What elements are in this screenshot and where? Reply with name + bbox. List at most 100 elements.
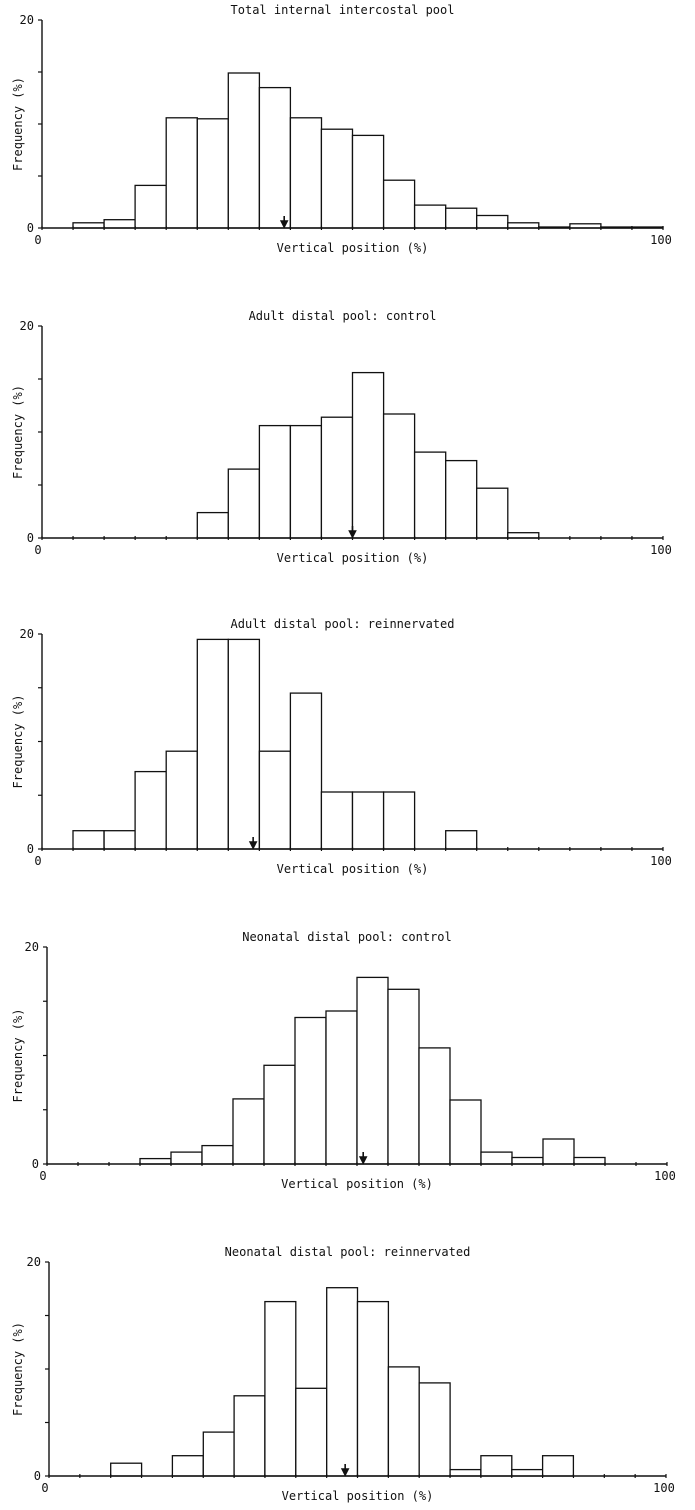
histogram-bar bbox=[387, 1366, 420, 1477]
histogram-bar bbox=[110, 1462, 143, 1477]
histogram-bar bbox=[507, 532, 540, 539]
histogram-bar bbox=[264, 1300, 297, 1477]
histogram-panel-4: 20 00 100 Neonatal distal pool: control Vert… bbox=[11, 930, 676, 1191]
histogram-bar bbox=[326, 1287, 359, 1477]
histogram-panel-5: 20 00 100 Neonatal distal pool: reinnervate… bbox=[11, 1245, 675, 1503]
histogram-bar bbox=[325, 1010, 358, 1165]
histogram-bar bbox=[449, 1468, 482, 1477]
histogram-bar bbox=[351, 791, 385, 850]
histogram-panel-2: 20 00 100 Adult distal pool: control Vertica… bbox=[11, 309, 672, 565]
chart-title: Neonatal distal pool: control bbox=[242, 930, 452, 944]
x-axis-label: Vertical position (%) bbox=[277, 241, 429, 255]
chart-title: Adult distal pool: control bbox=[249, 309, 437, 323]
histogram-bar bbox=[170, 1151, 203, 1165]
histogram-bar bbox=[382, 179, 416, 229]
x-tick-label-max: 100 bbox=[653, 1481, 675, 1495]
histogram-bar bbox=[232, 1098, 265, 1165]
histogram-bar bbox=[196, 511, 229, 539]
histogram-bar bbox=[511, 1156, 544, 1165]
y-tick-label-min: 0 bbox=[34, 1469, 41, 1483]
mean-arrow-icon bbox=[248, 837, 258, 850]
histogram-bar bbox=[196, 118, 229, 229]
chart-title: Neonatal distal pool: reinnervated bbox=[225, 1245, 471, 1259]
histogram-bar bbox=[445, 830, 478, 850]
histogram-bar bbox=[258, 750, 292, 850]
histogram-bar bbox=[351, 134, 385, 229]
histogram-bar bbox=[573, 1156, 606, 1165]
mean-arrow-icon bbox=[358, 1152, 368, 1165]
histogram-bar bbox=[387, 988, 420, 1165]
histogram-panel-1: 20 00 100 Total internal intercostal pool Ve… bbox=[11, 3, 672, 255]
y-axis-label: Frequency (%) bbox=[11, 385, 25, 479]
y-tick-label-min: 0 bbox=[27, 221, 34, 235]
histogram-bar bbox=[480, 1151, 513, 1165]
histogram-bar bbox=[476, 487, 509, 539]
histogram-bar bbox=[320, 416, 354, 539]
histogram-bar bbox=[258, 424, 292, 539]
histogram-bar bbox=[511, 1468, 544, 1477]
y-tick-label-max: 20 bbox=[20, 627, 34, 641]
histogram-bar bbox=[413, 451, 447, 539]
x-tick-label-min: 0 bbox=[34, 543, 41, 557]
x-tick-label-min: 0 bbox=[34, 233, 41, 247]
histogram-bar bbox=[289, 692, 323, 850]
histogram-bar bbox=[418, 1382, 451, 1477]
y-tick-label-min: 0 bbox=[32, 1157, 39, 1171]
histogram-bar bbox=[294, 1016, 327, 1165]
x-tick-label-max: 100 bbox=[650, 854, 672, 868]
histogram-bar bbox=[202, 1431, 235, 1477]
y-tick-label-min: 0 bbox=[27, 842, 34, 856]
x-axis-label: Vertical position (%) bbox=[281, 1177, 433, 1191]
y-tick-label-max: 20 bbox=[20, 319, 34, 333]
histogram-bar bbox=[480, 1455, 513, 1477]
y-tick-label-max: 20 bbox=[25, 940, 39, 954]
x-tick-label-max: 100 bbox=[654, 1169, 676, 1183]
mean-arrow-icon bbox=[348, 526, 357, 539]
histogram-bar bbox=[72, 830, 105, 850]
y-axis-label: Frequency (%) bbox=[11, 1322, 25, 1416]
x-axis-label: Vertical position (%) bbox=[277, 862, 429, 876]
histogram-bar bbox=[320, 128, 354, 229]
x-tick-label-max: 100 bbox=[650, 543, 672, 557]
histogram-bar bbox=[196, 638, 229, 850]
histogram-panel-3: 20 00 100 Adult distal pool: reinnervated Ve… bbox=[11, 617, 672, 876]
histogram-bar bbox=[171, 1455, 204, 1477]
histogram-bar bbox=[382, 791, 416, 850]
histogram-bar bbox=[227, 468, 261, 539]
histogram-bar bbox=[356, 976, 389, 1165]
histogram-bar bbox=[139, 1157, 172, 1165]
x-axis-label: Vertical position (%) bbox=[282, 1489, 434, 1503]
histogram-bar bbox=[134, 184, 167, 229]
x-tick-label-min: 0 bbox=[34, 854, 41, 868]
histogram-bar bbox=[356, 1300, 390, 1477]
histogram-bar bbox=[382, 413, 416, 539]
histogram-bar bbox=[103, 830, 136, 850]
histogram-bar bbox=[165, 750, 198, 850]
x-tick-label-max: 100 bbox=[650, 233, 672, 247]
y-tick-label-max: 20 bbox=[27, 1255, 41, 1269]
histogram-bar bbox=[289, 424, 323, 539]
x-tick-label-min: 0 bbox=[41, 1481, 48, 1495]
histogram-bar bbox=[258, 86, 292, 229]
y-tick-label-max: 20 bbox=[20, 13, 34, 27]
histogram-bar bbox=[542, 1138, 575, 1165]
histogram-bar bbox=[413, 204, 447, 229]
mean-arrow-icon bbox=[279, 216, 289, 229]
histogram-bar bbox=[449, 1099, 482, 1165]
y-tick-label-min: 0 bbox=[27, 531, 34, 545]
chart-title: Total internal intercostal pool bbox=[231, 3, 455, 17]
histogram-bar bbox=[103, 219, 136, 229]
x-tick-label-min: 0 bbox=[39, 1169, 46, 1183]
histogram-bar bbox=[263, 1064, 296, 1165]
histogram-bar bbox=[227, 638, 261, 850]
chart-title: Adult distal pool: reinnervated bbox=[231, 617, 455, 631]
histogram-bar bbox=[320, 791, 354, 850]
histogram-bar bbox=[233, 1395, 266, 1477]
mean-arrow-icon bbox=[340, 1464, 350, 1477]
histogram-bar bbox=[295, 1387, 328, 1477]
histogram-bar bbox=[227, 72, 261, 229]
histogram-bar bbox=[445, 207, 478, 229]
histogram-bar bbox=[72, 222, 105, 229]
histogram-bar bbox=[165, 117, 198, 229]
